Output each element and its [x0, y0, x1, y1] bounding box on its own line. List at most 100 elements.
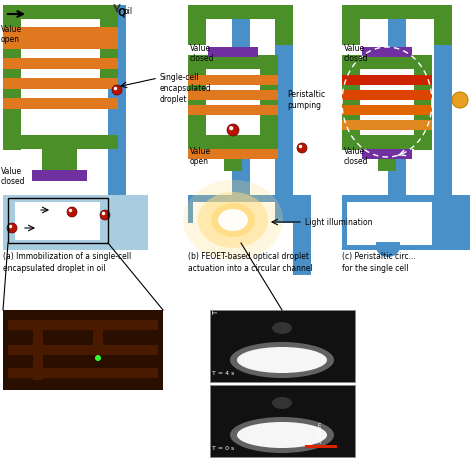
Bar — [342, 55, 360, 150]
Bar — [362, 47, 412, 57]
Bar — [3, 195, 148, 223]
Bar — [342, 105, 432, 115]
Circle shape — [69, 209, 72, 212]
Bar — [3, 135, 118, 149]
Bar — [376, 237, 400, 242]
Bar — [93, 320, 103, 350]
Bar — [210, 310, 355, 382]
Text: Single-cell
encapsulated
droplet: Single-cell encapsulated droplet — [160, 73, 212, 104]
Circle shape — [7, 223, 17, 233]
Bar — [378, 149, 396, 171]
Bar — [347, 202, 432, 245]
Bar — [42, 149, 77, 171]
Bar — [188, 55, 278, 69]
Bar — [15, 202, 100, 240]
Circle shape — [452, 92, 468, 108]
Bar — [188, 149, 278, 159]
Bar — [342, 5, 452, 19]
Bar — [232, 5, 250, 200]
Ellipse shape — [237, 422, 327, 448]
Bar — [342, 195, 470, 250]
Bar — [188, 75, 278, 85]
Bar — [3, 27, 118, 38]
Bar — [275, 40, 293, 205]
Bar — [3, 38, 118, 49]
Bar — [208, 47, 258, 57]
Bar — [188, 5, 206, 45]
Bar — [342, 75, 432, 85]
Bar — [342, 135, 432, 149]
Bar — [376, 237, 400, 247]
Bar — [8, 320, 158, 330]
Bar — [188, 195, 311, 223]
Circle shape — [229, 126, 233, 130]
Text: Value
closed: Value closed — [190, 44, 215, 64]
Bar — [3, 195, 148, 250]
Bar — [224, 47, 242, 55]
Bar — [224, 149, 242, 171]
Bar — [8, 345, 158, 355]
Text: T = 4 s: T = 4 s — [213, 290, 219, 315]
Circle shape — [100, 210, 110, 220]
Ellipse shape — [230, 417, 334, 453]
Bar — [3, 5, 118, 19]
Bar — [362, 149, 412, 159]
Circle shape — [67, 207, 77, 217]
Text: Value
closed: Value closed — [344, 147, 368, 166]
Text: Value
open: Value open — [190, 147, 211, 166]
Text: (c) Peristaltic circ...
for the single cell: (c) Peristaltic circ... for the single c… — [342, 252, 416, 273]
Circle shape — [95, 355, 101, 361]
Bar — [3, 58, 118, 69]
Bar — [188, 5, 293, 19]
Bar — [3, 5, 21, 150]
Bar — [434, 5, 452, 45]
Ellipse shape — [272, 322, 292, 334]
Bar — [342, 5, 360, 45]
Text: (a) Immobilization of a single-cell
encapsulated droplet in oil: (a) Immobilization of a single-cell enca… — [3, 252, 131, 273]
Ellipse shape — [183, 180, 283, 260]
Bar — [378, 47, 396, 55]
Text: (b) FEOET-based optical droplet
actuation into a circular channel: (b) FEOET-based optical droplet actuatio… — [188, 252, 313, 273]
Bar — [342, 55, 432, 69]
Text: $\mathbf{Q}$: $\mathbf{Q}$ — [117, 6, 127, 19]
Bar — [8, 368, 158, 378]
Text: T = 0 s: T = 0 s — [212, 446, 234, 451]
Bar — [3, 310, 163, 390]
Bar — [434, 40, 452, 205]
Ellipse shape — [198, 192, 268, 248]
Bar — [342, 120, 432, 130]
Bar — [188, 105, 278, 115]
Circle shape — [112, 85, 122, 95]
Text: oil: oil — [124, 7, 133, 16]
Ellipse shape — [237, 347, 327, 373]
Text: T = 4 s: T = 4 s — [212, 371, 234, 376]
Circle shape — [114, 87, 117, 90]
Text: Value
closed: Value closed — [344, 44, 368, 64]
Circle shape — [297, 143, 307, 153]
Text: Light illumination: Light illumination — [305, 218, 373, 227]
Bar — [210, 385, 355, 457]
Circle shape — [227, 124, 239, 136]
Bar — [3, 78, 118, 89]
Text: Peristaltic
pumping: Peristaltic pumping — [287, 90, 325, 110]
Circle shape — [299, 145, 302, 148]
Bar — [108, 5, 126, 200]
Bar — [206, 69, 260, 135]
Bar — [275, 5, 293, 45]
Bar — [414, 55, 432, 150]
Bar — [21, 19, 100, 129]
Bar — [342, 90, 432, 100]
Bar — [305, 445, 337, 448]
Ellipse shape — [211, 203, 255, 237]
Bar — [193, 202, 275, 267]
Text: Value
open: Value open — [1, 25, 22, 45]
Bar — [360, 69, 414, 135]
Circle shape — [102, 212, 105, 215]
Text: 200 μm: 200 μm — [319, 422, 323, 443]
Ellipse shape — [376, 237, 400, 257]
Bar — [100, 5, 118, 87]
Bar — [388, 5, 406, 200]
Circle shape — [9, 225, 12, 228]
Ellipse shape — [230, 342, 334, 378]
Ellipse shape — [272, 397, 292, 409]
